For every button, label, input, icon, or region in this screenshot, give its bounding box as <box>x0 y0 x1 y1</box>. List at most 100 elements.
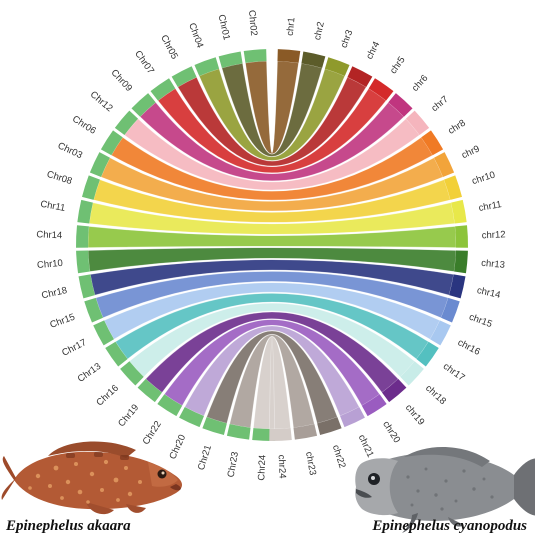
chromosome-segment-chr06 <box>100 130 123 156</box>
chromosome-segment-chr14 <box>76 225 89 248</box>
chromosome-label-chr13: Chr13 <box>76 361 104 385</box>
chromosome-segment-chr12 <box>114 110 139 136</box>
chromosome-label-chr8: chr8 <box>446 118 467 137</box>
synteny-link-chr19-chr19 <box>145 311 399 393</box>
chromosome-segment-chr18 <box>78 274 95 299</box>
chromosome-segment-chr18 <box>400 361 424 386</box>
chromosome-segment-chr05 <box>171 66 197 87</box>
chromosome-segment-chr07 <box>150 78 176 101</box>
chromosome-segment-chr23 <box>293 424 318 440</box>
chromosome-segment-chr19 <box>381 378 407 403</box>
chromosome-segment-chr10 <box>76 250 90 274</box>
chromosome-label-chr06: Chr06 <box>70 114 98 137</box>
chromosome-segment-chr17 <box>416 341 439 367</box>
chromosome-segment-chr6 <box>388 93 413 117</box>
chromosome-label-chr15: chr15 <box>467 312 493 330</box>
chromosome-label-chr21: chr21 <box>356 433 376 459</box>
chromosome-label-chr09: Chr09 <box>109 67 135 94</box>
chromosome-label-chr24: chr24 <box>276 455 288 479</box>
chromosome-label-chr04: Chr04 <box>186 21 205 49</box>
chromosome-segment-chr14 <box>449 274 466 299</box>
chromosome-label-chr08: Chr08 <box>45 169 73 187</box>
chromosome-label-chr10: Chr10 <box>37 258 64 271</box>
chromosome-segment-chr12 <box>455 225 468 248</box>
chromosome-label-chr3: chr3 <box>339 28 356 49</box>
chromosome-segment-chr13 <box>105 341 128 367</box>
chromosome-label-chr14: chr14 <box>476 285 502 301</box>
chromosome-segment-chr3 <box>324 57 350 77</box>
chromosome-label-chr20: Chr20 <box>167 433 188 461</box>
species-label-epinephelus-cyanopodus: Epinephelus cyanopodus <box>372 518 527 534</box>
species-label-epinephelus-akaara: Epinephelus akaara <box>6 518 131 534</box>
chromosome-label-chr5: chr5 <box>388 55 408 76</box>
chromosome-label-chr6: chr6 <box>410 73 431 94</box>
chromosome-label-chr22: chr22 <box>330 444 348 470</box>
chromosome-segment-chr22 <box>317 417 342 436</box>
chromosome-label-chr19: Chr19 <box>116 402 141 429</box>
chromosome-segment-chr21 <box>340 407 365 428</box>
chromosome-segment-chr11 <box>451 199 467 224</box>
chromosome-segment-chr9 <box>434 152 455 177</box>
chromosome-label-chr1: chr1 <box>285 17 298 36</box>
chromosome-label-chr11: chr11 <box>478 199 503 214</box>
chromosome-segment-chr04 <box>194 57 220 77</box>
chromosome-segment-chr24 <box>252 428 275 441</box>
chromosome-label-chr07: Chr07 <box>132 49 156 77</box>
chromosome-segment-chr08 <box>81 175 100 200</box>
chromosome-segment-chr10 <box>444 175 463 200</box>
chromosome-segment-chr1 <box>277 49 301 63</box>
chromosome-label-chr19: chr19 <box>403 402 427 427</box>
chromosome-label-chr01: Chr01 <box>216 14 232 42</box>
chromosome-label-chr12: chr12 <box>482 229 506 241</box>
chromosome-segment-chr24 <box>269 428 292 441</box>
chromosome-segment-chr09 <box>131 93 156 117</box>
fish-epinephelus-akaara-image <box>1 441 182 515</box>
chromosome-label-chr22: Chr22 <box>141 419 164 447</box>
chromosome-segment-chr13 <box>454 250 468 274</box>
chromosome-label-chr7: chr7 <box>429 94 450 114</box>
chromosome-segment-chr23 <box>226 424 251 440</box>
chromosome-segment-chr21 <box>202 417 227 436</box>
chromosome-segment-chr7 <box>405 110 430 136</box>
chromosome-label-chr2: chr2 <box>312 21 327 41</box>
chromosome-label-chr14: Chr14 <box>36 229 62 241</box>
chromosome-label-chr17: chr17 <box>441 361 467 384</box>
chromosome-segment-chr8 <box>421 130 444 156</box>
chromosome-label-chr12: Chr12 <box>88 89 115 114</box>
chromosome-label-chr9: chr9 <box>460 143 481 161</box>
chromosome-label-chr11: Chr11 <box>39 199 66 214</box>
chromosome-label-chr20: chr20 <box>380 419 402 445</box>
chromosome-label-chr10: chr10 <box>471 169 497 187</box>
chromosome-label-chr16: Chr16 <box>94 383 121 409</box>
fish-epinephelus-cyanopodus-image <box>355 446 535 533</box>
chromosome-segment-chr03 <box>89 152 110 177</box>
chromosome-segment-chr20 <box>179 407 204 428</box>
chromosome-label-chr18: chr18 <box>423 383 448 407</box>
chromosome-label-chr4: chr4 <box>364 40 382 61</box>
synteny-link-chr24-chr24 <box>253 336 291 430</box>
chromosome-segment-chr20 <box>361 394 387 417</box>
chromosome-segment-chr01 <box>218 51 243 68</box>
chromosome-label-chr24: Chr24 <box>256 455 268 481</box>
chromosome-label-chr15: Chr15 <box>48 312 76 331</box>
chromosome-segment-chr4 <box>347 66 373 87</box>
chromosome-segment-chr02 <box>243 49 267 63</box>
chromosome-label-chr23: chr23 <box>303 451 318 476</box>
chromosome-label-chr17: Chr17 <box>60 337 88 359</box>
chromosome-segment-chr17 <box>93 320 114 346</box>
chromosome-segment-chr5 <box>368 78 394 101</box>
chromosome-label-chr03: Chr03 <box>56 140 84 161</box>
chromosome-segment-chr2 <box>301 51 326 68</box>
chromosome-segment-chr19 <box>137 378 163 403</box>
chromosome-label-chr05: Chr05 <box>158 33 180 61</box>
chromosome-segment-chr11 <box>77 199 93 224</box>
chromosome-segment-chr15 <box>440 297 460 323</box>
chromosome-label-chr13: chr13 <box>481 258 506 271</box>
synteny-link-chr01-chr2 <box>221 63 323 157</box>
synteny-link-chr15-chr15 <box>95 271 449 319</box>
synteny-links <box>87 60 457 430</box>
chromosome-label-chr02: Chr02 <box>246 10 259 37</box>
chromosome-segment-chr15 <box>84 297 104 323</box>
chromosome-label-chr16: chr16 <box>456 337 482 358</box>
